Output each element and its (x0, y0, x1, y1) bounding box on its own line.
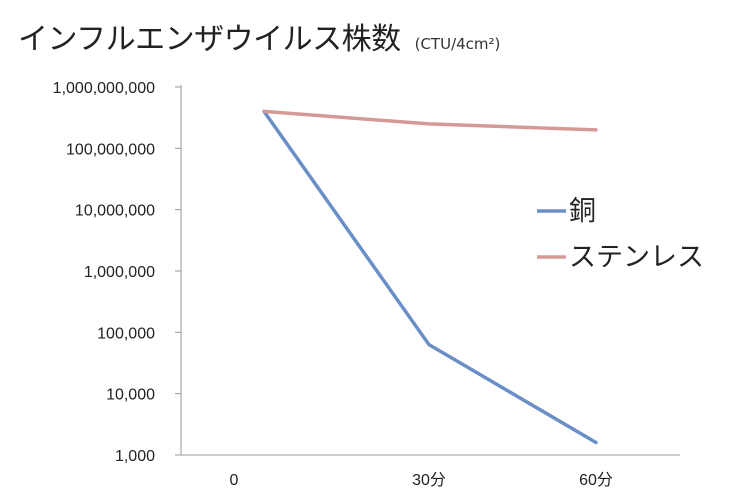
x-tick-label: 30分 (412, 471, 446, 489)
series-lines (262, 109, 598, 445)
y-tick-label: 1,000,000,000 (53, 80, 155, 97)
y-tick-label: 100,000 (97, 325, 155, 342)
y-axis-ticks: 1,000 10,000 100,000 1,000,000 10,000,000 100… (53, 80, 181, 465)
y-tick-label: 10,000,000 (75, 203, 155, 220)
y-tick-label: 10,000 (106, 387, 155, 404)
series-line-stainless (262, 109, 598, 132)
x-tick-label: 0 (230, 472, 239, 489)
chart-unit-label: (CTU/4cm²) (414, 35, 501, 53)
x-tick-label: 60分 (579, 471, 613, 489)
y-tick-label: 1,000,000 (84, 264, 155, 281)
x-axis-ticks: 0 30分 60分 (230, 471, 613, 489)
legend-label: 銅 (569, 196, 596, 227)
y-tick-label: 1,000 (115, 448, 155, 465)
series-line-copper (262, 109, 598, 445)
legend-label: ステンレス (569, 242, 704, 273)
y-tick-label: 100,000,000 (66, 141, 155, 158)
chart-title: インフルエンザウイルス株数 (18, 22, 401, 57)
chart-title-block: インフルエンザウイルス株数 (CTU/4cm²) (18, 14, 500, 58)
